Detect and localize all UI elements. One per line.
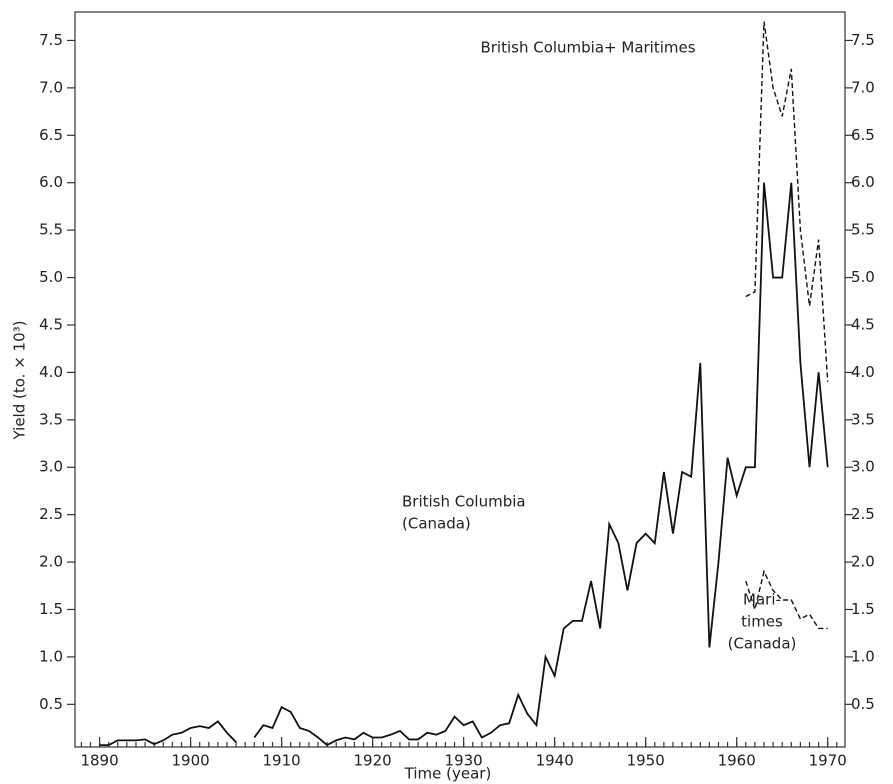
y2-tick-label: 4.0 [851,363,875,381]
annotation: British Columbia+ Maritimes [480,39,695,57]
y-tick-label: 6.5 [39,126,63,144]
y2-tick-label: 7.0 [851,78,875,96]
y2-tick-label: 2.5 [851,505,875,523]
x-tick-label: 1890 [80,752,118,770]
x-tick-label: 1960 [718,752,756,770]
y-tick-label: 3.0 [39,458,63,476]
y2-tick-label: 0.5 [851,695,875,713]
y2-tick-label: 5.0 [851,268,875,286]
plot-frame [74,11,846,748]
annotation: (Canada) [402,515,471,533]
y-tick-label: 2.5 [39,505,63,523]
series-line [745,569,828,630]
x-tick-label: 1910 [263,752,301,770]
y-tick-label: 5.0 [39,268,63,286]
x-tick-label: 1950 [627,752,665,770]
y2-tick-label: 1.0 [851,647,875,665]
y-tick-label: 5.5 [39,221,63,239]
y2-tick-label: 4.5 [851,315,875,333]
y-axis-label: Yield (to. × 10³) [11,321,29,441]
y-tick-label: 1.5 [39,600,63,618]
y2-tick-label: 3.5 [851,410,875,428]
y-tick-label: 1.0 [39,647,63,665]
x-tick-label: 1920 [354,752,392,770]
annotation: Mari- [743,591,781,609]
y2-tick-label: 7.5 [851,31,875,49]
series-line [745,21,829,382]
x-tick-label: 1970 [809,752,847,770]
y-tick-label: 4.5 [39,315,63,333]
y-tick-label: 4.0 [39,363,63,381]
y2-tick-label: 6.5 [851,126,875,144]
y-tick-label: 7.0 [39,78,63,96]
annotation: (Canada) [728,635,797,653]
y2-tick-label: 2.0 [851,553,875,571]
x-tick-label: 1940 [536,752,574,770]
x-tick-label: 1930 [445,752,483,770]
y2-tick-label: 5.5 [851,221,875,239]
y-tick-label: 0.5 [39,695,63,713]
y2-tick-label: 3.0 [851,458,875,476]
x-axis-label: Time (year) [404,765,492,783]
y-tick-label: 6.0 [39,173,63,191]
y2-tick-label: 1.5 [851,600,875,618]
y2-tick-label: 6.0 [851,173,875,191]
annotation: British Columbia [402,493,526,511]
series-line [99,182,829,747]
y-tick-label: 7.5 [39,31,63,49]
annotation: times [741,613,783,631]
x-tick-label: 1900 [171,752,209,770]
y-tick-label: 3.5 [39,410,63,428]
y-tick-label: 2.0 [39,553,63,571]
